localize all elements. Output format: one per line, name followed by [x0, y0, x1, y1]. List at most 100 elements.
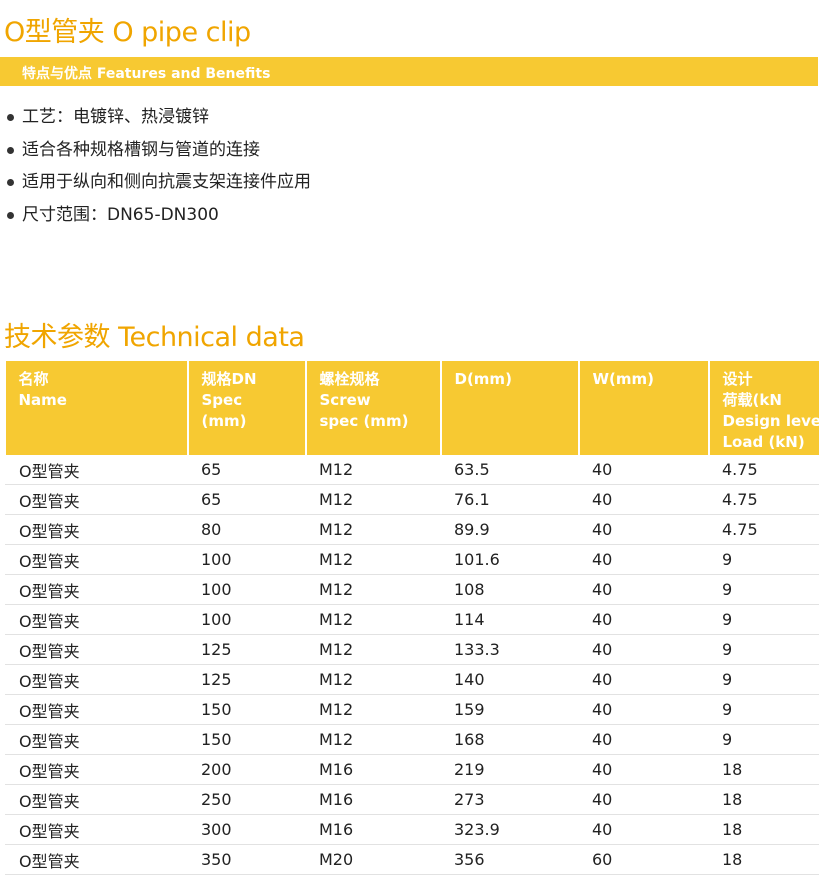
table-cell: M12 [305, 724, 441, 755]
table-row: O型管夹 65 M12 76.1 40 4.75 [5, 484, 819, 515]
table-cell: 9 [708, 634, 819, 665]
table-cell: 76.1 [440, 484, 579, 515]
header-line: Load (kN) [722, 433, 805, 451]
column-header: 设计 荷载(kN Design level Load (kN) [707, 361, 820, 455]
table-cell: 125 [187, 634, 306, 665]
page-title: O型管夹 O pipe clip [4, 17, 251, 48]
table-row: O型管夹 100 M12 108 40 9 [5, 574, 819, 605]
table-cell: 40 [578, 754, 709, 785]
table-cell: 159 [440, 694, 579, 725]
table-row: O型管夹 250 M16 273 40 18 [5, 784, 819, 815]
table-cell: O型管夹 [5, 484, 188, 515]
table-cell: 40 [578, 514, 709, 545]
table-row: O型管夹 125 M12 140 40 9 [5, 664, 819, 695]
table-cell: O型管夹 [5, 814, 188, 845]
table-cell: 60 [578, 844, 709, 875]
table-cell: 18 [708, 754, 819, 785]
table-cell: M16 [305, 814, 441, 845]
table-cell: 323.9 [440, 814, 579, 845]
header-line: Name [18, 391, 67, 409]
table-cell: 168 [440, 724, 579, 755]
table-cell: O型管夹 [5, 544, 188, 575]
table-row: O型管夹 300 M16 323.9 40 18 [5, 814, 819, 845]
spec-table: 名称 Name 规格DN Spec (mm) 螺栓规格 Screw spec (mm) D(mm… [5, 361, 820, 875]
table-cell: 9 [708, 574, 819, 605]
feature-item: 尺寸范围：DN65-DN300 [0, 201, 311, 234]
table-row: O型管夹 150 M12 168 40 9 [5, 724, 819, 755]
table-cell: M12 [305, 484, 441, 515]
table-cell: 356 [440, 844, 579, 875]
column-header: 规格DN Spec (mm) [186, 361, 306, 455]
table-cell: M12 [305, 544, 441, 575]
table-cell: M12 [305, 455, 441, 485]
table-cell: 200 [187, 754, 306, 785]
table-cell: M12 [305, 514, 441, 545]
feature-item: 适合各种规格槽钢与管道的连接 [0, 136, 311, 169]
table-cell: 300 [187, 814, 306, 845]
table-cell: O型管夹 [5, 634, 188, 665]
table-cell: 65 [187, 484, 306, 515]
table-row: O型管夹 100 M12 101.6 40 9 [5, 544, 819, 575]
column-header: D(mm) [439, 361, 579, 455]
header-line: Design level [722, 412, 820, 430]
table-cell: 350 [187, 844, 306, 875]
features-bar: 特点与优点 Features and Benefits [0, 57, 818, 86]
column-header: 螺栓规格 Screw spec (mm) [304, 361, 441, 455]
header-line: 名称 [18, 370, 49, 388]
table-cell: 18 [708, 844, 819, 875]
header-line: Screw [319, 391, 371, 409]
table-cell: M12 [305, 574, 441, 605]
table-cell: 18 [708, 784, 819, 815]
table-row: O型管夹 65 M12 63.5 40 4.75 [5, 455, 819, 485]
table-cell: 40 [578, 784, 709, 815]
table-body: O型管夹 65 M12 63.5 40 4.75 O型管夹 65 M12 76.1 40 4.75 O型… [5, 455, 819, 875]
table-cell: 9 [708, 694, 819, 725]
table-cell: 100 [187, 604, 306, 635]
feature-item: 适用于纵向和侧向抗震支架连接件应用 [0, 168, 311, 201]
table-cell: 273 [440, 784, 579, 815]
table-cell: 63.5 [440, 455, 579, 485]
header-line: 规格DN [201, 370, 257, 388]
table-cell: M12 [305, 694, 441, 725]
table-cell: 108 [440, 574, 579, 605]
table-cell: M12 [305, 604, 441, 635]
table-cell: O型管夹 [5, 694, 188, 725]
table-cell: 150 [187, 694, 306, 725]
feature-list: 工艺：电镀锌、热浸镀锌 适合各种规格槽钢与管道的连接 适用于纵向和侧向抗震支架连接件… [0, 103, 311, 233]
table-cell: 114 [440, 604, 579, 635]
table-cell: 40 [578, 484, 709, 515]
table-cell: 100 [187, 574, 306, 605]
table-cell: 9 [708, 664, 819, 695]
table-cell: O型管夹 [5, 514, 188, 545]
table-cell: O型管夹 [5, 754, 188, 785]
table-cell: O型管夹 [5, 664, 188, 695]
table-cell: 40 [578, 724, 709, 755]
table-cell: 9 [708, 724, 819, 755]
table-cell: M12 [305, 634, 441, 665]
table-row: O型管夹 80 M12 89.9 40 4.75 [5, 514, 819, 545]
table-row: O型管夹 150 M12 159 40 9 [5, 694, 819, 725]
table-row: O型管夹 125 M12 133.3 40 9 [5, 634, 819, 665]
table-cell: 40 [578, 664, 709, 695]
table-cell: M16 [305, 754, 441, 785]
table-cell: 40 [578, 455, 709, 485]
table-cell: 100 [187, 544, 306, 575]
table-cell: 4.75 [708, 484, 819, 515]
table-row: O型管夹 200 M16 219 40 18 [5, 754, 819, 785]
header-line: 荷载(kN [722, 391, 782, 409]
header-line: (mm) [201, 412, 247, 430]
table-cell: 219 [440, 754, 579, 785]
table-cell: 9 [708, 604, 819, 635]
table-cell: M16 [305, 784, 441, 815]
features-heading: 特点与优点 Features and Benefits [22, 66, 271, 82]
table-row: O型管夹 350 M20 356 60 18 [5, 844, 819, 875]
column-header: W(mm) [577, 361, 709, 455]
table-cell: 40 [578, 574, 709, 605]
table-row: O型管夹 100 M12 114 40 9 [5, 604, 819, 635]
table-cell: 65 [187, 455, 306, 485]
technical-heading: 技术参数 Technical data [4, 322, 305, 353]
table-cell: 150 [187, 724, 306, 755]
table-cell: M12 [305, 664, 441, 695]
table-cell: 9 [708, 544, 819, 575]
